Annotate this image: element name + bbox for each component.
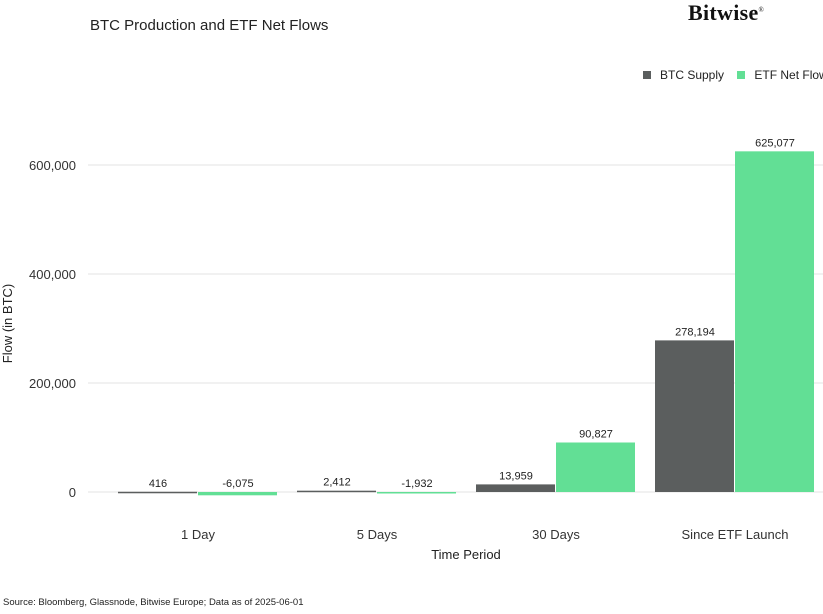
bar-btc-supply-1-day	[118, 491, 197, 494]
bar-btc-supply-30-days	[476, 484, 555, 492]
data-label-etf-net-flow-1-day: -6,075	[222, 478, 253, 490]
legend-swatch-btc-supply	[643, 71, 651, 79]
data-label-etf-net-flow-5-days: -1,932	[401, 478, 432, 490]
data-label-btc-supply-30-days: 13,959	[499, 470, 533, 482]
bar-etf-net-flow-1-day	[198, 492, 277, 496]
x-tick-label-5-days: 5 Days	[357, 527, 398, 542]
x-axis-label: Time Period	[431, 547, 501, 562]
legend-label-btc-supply: BTC Supply	[660, 68, 725, 82]
bar-etf-net-flow-5-days	[377, 492, 456, 494]
y-tick-label: 0	[69, 485, 76, 500]
source-note: Source: Bloomberg, Glassnode, Bitwise Eu…	[3, 597, 304, 608]
y-axis-label: Flow (in BTC)	[0, 284, 15, 363]
legend-swatch-etf-net-flow	[737, 71, 746, 79]
x-tick-label-1-day: 1 Day	[181, 527, 215, 542]
brand-logo: Bitwise®	[688, 0, 765, 25]
x-tick-label-since-etf-launch: Since ETF Launch	[682, 527, 789, 542]
data-label-btc-supply-since-etf-launch: 278,194	[675, 326, 715, 338]
legend-label-etf-net-flow: ETF Net Flow	[754, 68, 823, 82]
legend-item-etf-net-flow: ETF Net Flow	[737, 68, 823, 82]
bar-btc-supply-since-etf-launch	[655, 340, 734, 492]
chart-title: BTC Production and ETF Net Flows	[90, 17, 329, 34]
y-tick-label: 200,000	[29, 376, 76, 391]
bar-etf-net-flow-since-etf-launch	[735, 151, 814, 492]
legend-item-btc-supply: BTC Supply	[643, 68, 724, 82]
data-label-btc-supply-1-day: 416	[149, 478, 167, 490]
bar-btc-supply-5-days	[297, 490, 376, 493]
y-tick-label: 600,000	[29, 158, 76, 173]
y-tick-label: 400,000	[29, 267, 76, 282]
legend: BTC Supply ETF Net Flow	[643, 68, 823, 82]
x-tick-label-30-days: 30 Days	[532, 527, 580, 542]
data-label-btc-supply-5-days: 2,412	[323, 477, 351, 489]
data-label-etf-net-flow-since-etf-launch: 625,077	[755, 137, 795, 149]
bar-etf-net-flow-30-days	[556, 442, 635, 492]
data-label-etf-net-flow-30-days: 90,827	[579, 428, 613, 440]
